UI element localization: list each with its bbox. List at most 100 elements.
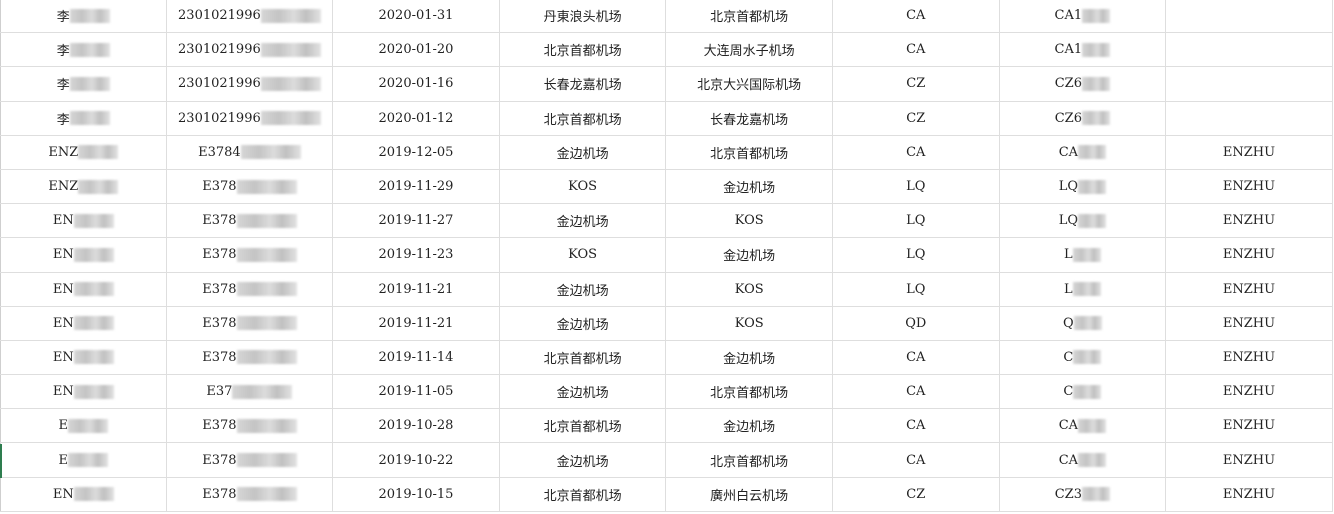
cell-flight[interactable]: CZ3 — [1000, 477, 1167, 511]
cell-to[interactable]: 金边机场 — [666, 238, 833, 272]
cell-name[interactable]: EN — [0, 204, 167, 238]
cell-name[interactable]: EN — [0, 375, 167, 409]
cell-name[interactable]: EN — [0, 340, 167, 375]
cell-to[interactable]: 金边机场 — [666, 409, 833, 443]
cell-to[interactable]: KOS — [666, 306, 833, 340]
cell-id[interactable]: 2301021996 — [167, 67, 334, 101]
cell-id[interactable]: E378 — [167, 169, 334, 204]
cell-extra[interactable]: ENZHU — [1166, 306, 1333, 340]
cell-id[interactable]: E378 — [167, 477, 334, 511]
cell-date[interactable]: 2020-01-12 — [333, 101, 500, 135]
cell-flight[interactable]: L — [1000, 238, 1167, 272]
cell-extra[interactable] — [1166, 101, 1333, 135]
cell-date[interactable]: 2019-11-27 — [333, 204, 500, 238]
cell-flight[interactable]: LQ — [1000, 169, 1167, 204]
cell-from[interactable]: 北京首都机场 — [500, 101, 667, 135]
cell-extra[interactable]: ENZHU — [1166, 340, 1333, 375]
cell-id[interactable]: E3784 — [167, 135, 334, 169]
cell-id[interactable]: 2301021996 — [167, 0, 334, 33]
cell-extra[interactable]: ENZHU — [1166, 409, 1333, 443]
cell-airline[interactable]: CZ — [833, 101, 1000, 135]
cell-id[interactable]: 2301021996 — [167, 101, 334, 135]
cell-to[interactable]: KOS — [666, 204, 833, 238]
cell-airline[interactable]: CZ — [833, 477, 1000, 511]
cell-airline[interactable]: CA — [833, 375, 1000, 409]
cell-id[interactable]: E378 — [167, 443, 334, 477]
cell-from[interactable]: 金边机场 — [500, 272, 667, 306]
cell-extra[interactable]: ENZHU — [1166, 135, 1333, 169]
cell-from[interactable]: 金边机场 — [500, 443, 667, 477]
cell-airline[interactable]: LQ — [833, 272, 1000, 306]
cell-extra[interactable]: ENZHU — [1166, 238, 1333, 272]
cell-flight[interactable]: LQ — [1000, 204, 1167, 238]
cell-airline[interactable]: QD — [833, 306, 1000, 340]
cell-from[interactable]: 金边机场 — [500, 135, 667, 169]
cell-date[interactable]: 2019-11-29 — [333, 169, 500, 204]
cell-to[interactable]: 金边机场 — [666, 340, 833, 375]
cell-date[interactable]: 2019-10-15 — [333, 477, 500, 511]
cell-to[interactable]: 北京大兴国际机场 — [666, 67, 833, 101]
cell-name[interactable]: 李 — [0, 101, 167, 135]
cell-name[interactable]: E — [0, 409, 167, 443]
cell-flight[interactable]: CA1 — [1000, 33, 1167, 67]
cell-extra[interactable]: ENZHU — [1166, 443, 1333, 477]
cell-airline[interactable]: LQ — [833, 169, 1000, 204]
cell-name[interactable]: EN — [0, 238, 167, 272]
cell-extra[interactable] — [1166, 0, 1333, 33]
cell-to[interactable]: KOS — [666, 272, 833, 306]
cell-from[interactable]: 丹東浪头机场 — [500, 0, 667, 33]
cell-id[interactable]: E378 — [167, 340, 334, 375]
cell-airline[interactable]: CA — [833, 340, 1000, 375]
cell-from[interactable]: KOS — [500, 169, 667, 204]
cell-id[interactable]: E378 — [167, 204, 334, 238]
cell-id[interactable]: E378 — [167, 272, 334, 306]
cell-date[interactable]: 2020-01-16 — [333, 67, 500, 101]
cell-date[interactable]: 2019-11-23 — [333, 238, 500, 272]
cell-airline[interactable]: LQ — [833, 238, 1000, 272]
cell-to[interactable]: 北京首都机场 — [666, 0, 833, 33]
cell-airline[interactable]: CA — [833, 0, 1000, 33]
cell-airline[interactable]: LQ — [833, 204, 1000, 238]
cell-id[interactable]: E378 — [167, 306, 334, 340]
cell-name[interactable]: EN — [0, 306, 167, 340]
cell-flight[interactable]: CA — [1000, 443, 1167, 477]
cell-extra[interactable]: ENZHU — [1166, 375, 1333, 409]
cell-flight[interactable]: CZ6 — [1000, 67, 1167, 101]
cell-date[interactable]: 2019-10-28 — [333, 409, 500, 443]
cell-flight[interactable]: C — [1000, 340, 1167, 375]
cell-from[interactable]: KOS — [500, 238, 667, 272]
cell-airline[interactable]: CZ — [833, 67, 1000, 101]
cell-name[interactable]: EN — [0, 477, 167, 511]
cell-name[interactable]: ENZ — [0, 169, 167, 204]
cell-name[interactable]: 李 — [0, 33, 167, 67]
cell-id[interactable]: E37 — [167, 375, 334, 409]
cell-extra[interactable]: ENZHU — [1166, 204, 1333, 238]
cell-airline[interactable]: CA — [833, 409, 1000, 443]
cell-from[interactable]: 北京首都机场 — [500, 477, 667, 511]
cell-name[interactable]: 李 — [0, 0, 167, 33]
cell-extra[interactable]: ENZHU — [1166, 169, 1333, 204]
cell-to[interactable]: 北京首都机场 — [666, 375, 833, 409]
cell-extra[interactable]: ENZHU — [1166, 477, 1333, 511]
cell-date[interactable]: 2019-11-14 — [333, 340, 500, 375]
cell-to[interactable]: 金边机场 — [666, 169, 833, 204]
cell-extra[interactable] — [1166, 67, 1333, 101]
cell-from[interactable]: 金边机场 — [500, 306, 667, 340]
cell-airline[interactable]: CA — [833, 443, 1000, 477]
cell-name[interactable]: E — [0, 443, 167, 477]
cell-to[interactable]: 长春龙嘉机场 — [666, 101, 833, 135]
cell-airline[interactable]: CA — [833, 135, 1000, 169]
cell-date[interactable]: 2019-11-21 — [333, 272, 500, 306]
cell-to[interactable]: 大连周水子机场 — [666, 33, 833, 67]
cell-date[interactable]: 2019-10-22 — [333, 443, 500, 477]
cell-from[interactable]: 金边机场 — [500, 375, 667, 409]
cell-from[interactable]: 北京首都机场 — [500, 340, 667, 375]
cell-date[interactable]: 2019-12-05 — [333, 135, 500, 169]
cell-to[interactable]: 廣州白云机场 — [666, 477, 833, 511]
cell-flight[interactable]: C — [1000, 375, 1167, 409]
cell-id[interactable]: E378 — [167, 409, 334, 443]
cell-name[interactable]: EN — [0, 272, 167, 306]
cell-to[interactable]: 北京首都机场 — [666, 135, 833, 169]
cell-extra[interactable]: ENZHU — [1166, 272, 1333, 306]
cell-to[interactable]: 北京首都机场 — [666, 443, 833, 477]
